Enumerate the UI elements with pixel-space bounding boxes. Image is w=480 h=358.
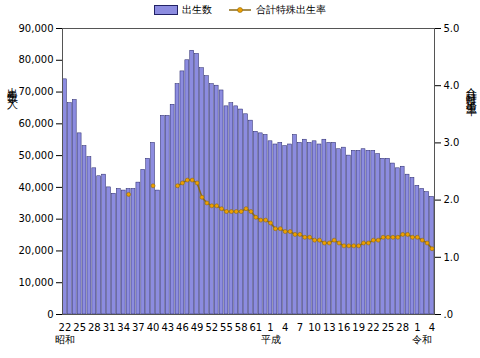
svg-text:4: 4 <box>429 322 435 333</box>
svg-text:平成: 平成 <box>261 334 281 345</box>
svg-text:37: 37 <box>132 322 145 333</box>
svg-text:40,000: 40,000 <box>19 182 54 193</box>
html-text:出生数: 出生数 <box>182 4 212 15</box>
html-text:出生数（人）: 出生数（人） <box>6 78 19 96</box>
svg-text:90,000: 90,000 <box>19 23 54 34</box>
svg-text:50,000: 50,000 <box>19 150 54 161</box>
svg-text:55: 55 <box>220 322 233 333</box>
svg-text:1: 1 <box>267 322 273 333</box>
svg-text:19: 19 <box>352 322 365 333</box>
svg-text:.0: .0 <box>444 309 454 320</box>
svg-text:49: 49 <box>191 322 204 333</box>
svg-text:46: 46 <box>176 322 189 333</box>
svg-text:1.0: 1.0 <box>444 252 460 263</box>
svg-text:61: 61 <box>249 322 262 333</box>
svg-text:13: 13 <box>323 322 336 333</box>
svg-text:80,000: 80,000 <box>19 54 54 65</box>
svg-text:1: 1 <box>414 322 420 333</box>
svg-text:16: 16 <box>338 322 351 333</box>
svg-text:5.0: 5.0 <box>444 23 460 34</box>
svg-text:58: 58 <box>235 322 248 333</box>
html-text:合計特殊出生率: 合計特殊出生率 <box>256 4 326 15</box>
svg-text:3.0: 3.0 <box>444 137 460 148</box>
svg-text:28: 28 <box>396 322 409 333</box>
svg-text:28: 28 <box>88 322 101 333</box>
svg-text:30,000: 30,000 <box>19 213 54 224</box>
svg-text:10,000: 10,000 <box>19 277 54 288</box>
svg-text:10: 10 <box>308 322 321 333</box>
svg-text:22: 22 <box>367 322 380 333</box>
svg-text:20,000: 20,000 <box>19 245 54 256</box>
svg-text:7: 7 <box>297 322 303 333</box>
svg-text:52: 52 <box>205 322 218 333</box>
svg-text:2.0: 2.0 <box>444 194 460 205</box>
svg-text:40: 40 <box>147 322 160 333</box>
svg-text:令和: 令和 <box>412 334 432 345</box>
svg-text:25: 25 <box>382 322 395 333</box>
svg-text:0: 0 <box>47 309 53 320</box>
svg-text:4.0: 4.0 <box>444 80 460 91</box>
svg-text:4: 4 <box>282 322 288 333</box>
svg-text:70,000: 70,000 <box>19 86 54 97</box>
svg-text:43: 43 <box>161 322 174 333</box>
svg-text:31: 31 <box>103 322 116 333</box>
svg-text:34: 34 <box>117 322 130 333</box>
svg-text:昭和: 昭和 <box>55 334 75 345</box>
svg-text:25: 25 <box>73 322 86 333</box>
svg-text:22: 22 <box>59 322 72 333</box>
svg-text:60,000: 60,000 <box>19 118 54 129</box>
html-text:合計特殊出生率: 合計特殊出生率 <box>465 78 478 99</box>
